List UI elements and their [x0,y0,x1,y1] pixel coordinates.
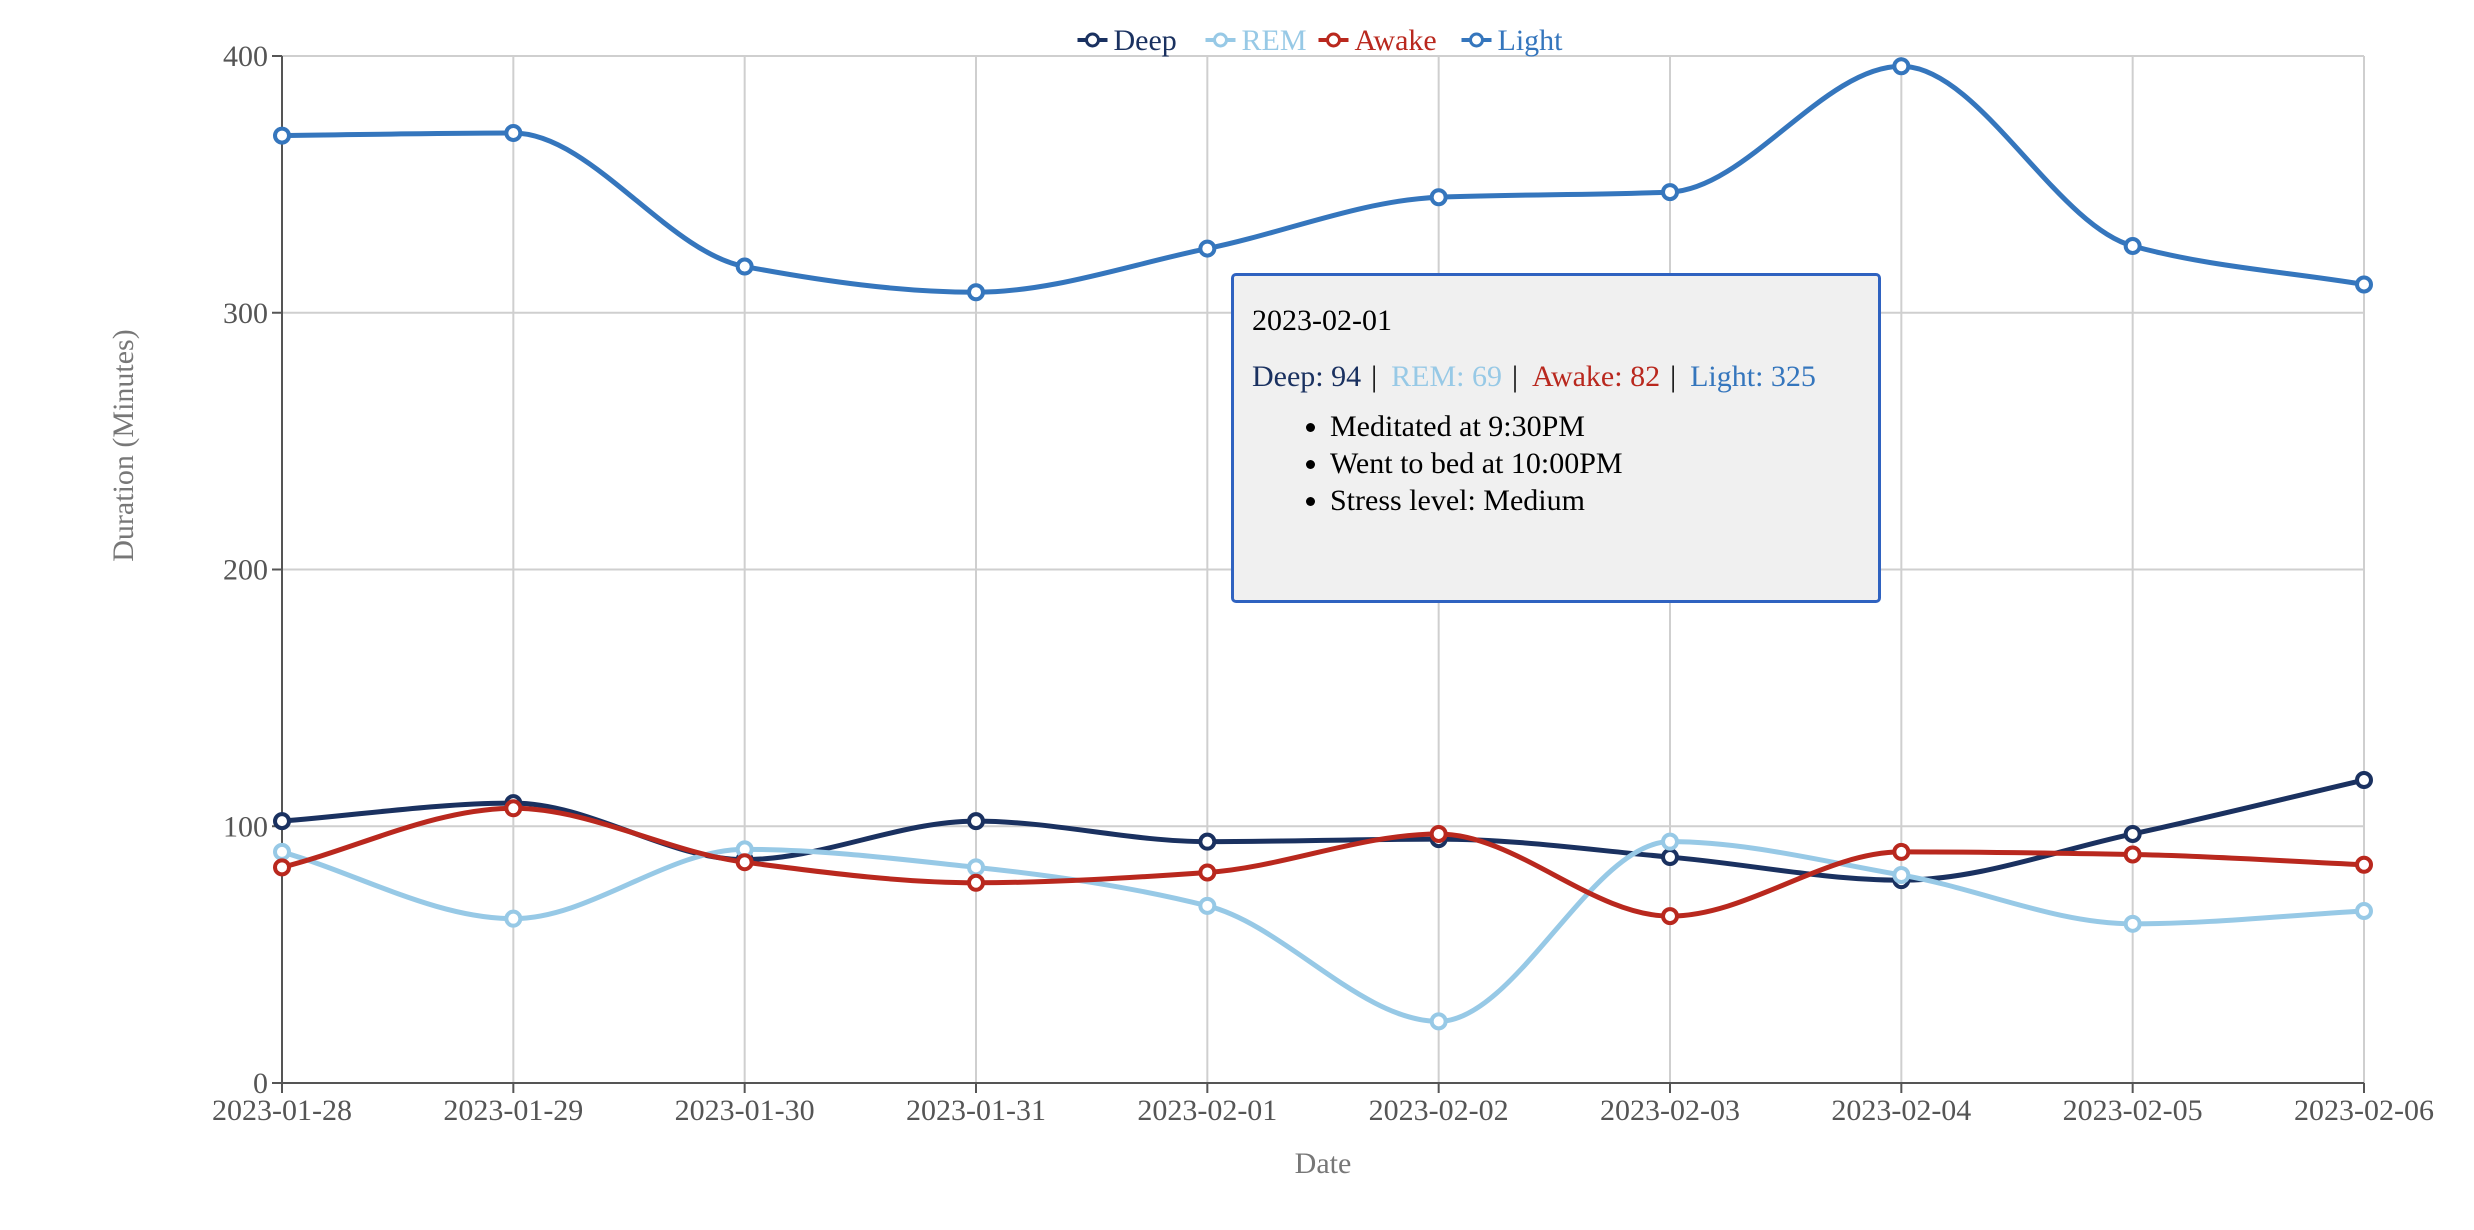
series-line-deep [281,777,2365,883]
legend-swatch-marker [1085,32,1100,48]
series-awake [273,799,2373,926]
tooltip-rem-value: REM: 69 [1391,360,1503,393]
data-point-deep [2355,771,2373,790]
series-rem [273,832,2373,1031]
data-point-light [1892,57,1911,76]
tooltip-separator: | [1371,360,1378,393]
data-point-deep [1661,848,1679,867]
legend-swatch-marker [1213,32,1228,48]
series-line-rem [281,839,2365,1024]
data-point-awake [1892,842,1911,861]
data-point-awake [967,873,985,892]
tooltip-date: 2023-02-01 [1252,304,1392,337]
axes: 0 100 200 300 400 2023-01-28 2023-01-29 2023-01… [107,40,2434,1180]
y-tick-label: 400 [223,40,268,73]
y-axis-label: Duration (Minutes) [107,329,140,561]
legend-swatch-marker [1326,32,1341,48]
x-tick-label: 2023-01-28 [212,1094,352,1127]
data-point-rem [1892,866,1911,885]
tooltip-notes: Meditated at 9:30PM Went to bed at 10:00… [1252,408,1860,519]
legend-label: Deep [1114,24,1177,57]
x-tick-label: 2023-02-06 [2294,1094,2434,1127]
legend-label: Light [1498,24,1564,57]
x-tick-label: 2023-01-29 [443,1094,583,1127]
data-point-awake [504,799,523,818]
legend: Deep REM Awake Light [1077,24,1564,57]
x-tick-label: 2023-02-01 [1137,1094,1277,1127]
x-tick-label: 2023-01-30 [675,1094,815,1127]
data-point-awake [1198,863,1217,882]
x-tick-label: 2023-02-02 [1369,1094,1509,1127]
tooltip-deep-value: Deep: 94 [1252,360,1362,393]
legend-item-rem: REM [1205,24,1307,57]
legend-swatch-marker [1469,32,1484,48]
tooltip-note: Went to bed at 10:00PM [1330,445,1860,482]
y-tick-label: 100 [223,810,268,843]
x-tick-label: 2023-01-31 [906,1094,1046,1127]
data-point-rem [967,858,985,877]
data-point-awake [735,853,754,872]
data-point-light [273,126,291,145]
data-point-light [1198,239,1217,258]
x-tick-label: 2023-02-05 [2063,1094,2203,1127]
legend-label: Awake [1355,24,1437,57]
data-point-deep [2123,824,2142,843]
data-point-rem [273,842,291,861]
data-point-awake [2123,845,2142,864]
data-point-awake [1429,824,1448,843]
data-point-light [2355,275,2373,294]
legend-item-awake: Awake [1318,24,1437,57]
data-point-awake [2355,855,2373,874]
tooltip-note: Meditated at 9:30PM [1330,408,1860,445]
series-line-light [281,63,2365,295]
tooltip-values: Deep: 94 | REM: 69 | Awake: 82 | Light: 325 [1252,360,1860,394]
y-tick-label: 300 [223,297,268,330]
tooltip-separator: | [1512,360,1519,393]
data-point-light [735,257,754,276]
data-point-light [967,283,985,302]
series-deep [273,771,2373,890]
data-point-light [504,124,523,143]
data-point-light [2123,236,2142,255]
data-point-deep [1198,832,1217,851]
series-light [273,57,2373,302]
series-line-awake [281,805,2365,919]
data-point-rem [504,909,523,928]
data-point-rem [2355,901,2373,920]
x-tick-label: 2023-02-03 [1600,1094,1740,1127]
data-point-light [1429,188,1448,207]
x-tick-label: 2023-02-04 [1831,1094,1971,1127]
data-point-rem [1198,896,1217,915]
tooltip-light-value: Light: 325 [1690,360,1816,393]
tooltip-separator: | [1670,360,1677,393]
tooltip-awake-value: Awake: 82 [1532,360,1661,393]
tooltip: 2023-02-01 Deep: 94 | REM: 69 | Awake: 82 | Li… [1231,273,1881,603]
y-tick-label: 200 [223,554,268,587]
data-point-deep [967,812,985,831]
x-axis-label: Date [1295,1147,1352,1180]
data-point-light [1661,183,1679,202]
series-lines [273,57,2373,1031]
tooltip-note: Stress level: Medium [1330,482,1860,519]
data-point-rem [2123,914,2142,933]
legend-label: REM [1242,24,1307,57]
y-tick-label: 0 [253,1067,268,1100]
data-point-awake [273,858,291,877]
data-point-rem [1429,1012,1448,1031]
legend-item-light: Light [1461,24,1564,57]
data-point-awake [1661,907,1679,926]
legend-item-deep: Deep [1077,24,1177,57]
data-point-deep [273,812,291,831]
data-point-rem [1661,832,1679,851]
